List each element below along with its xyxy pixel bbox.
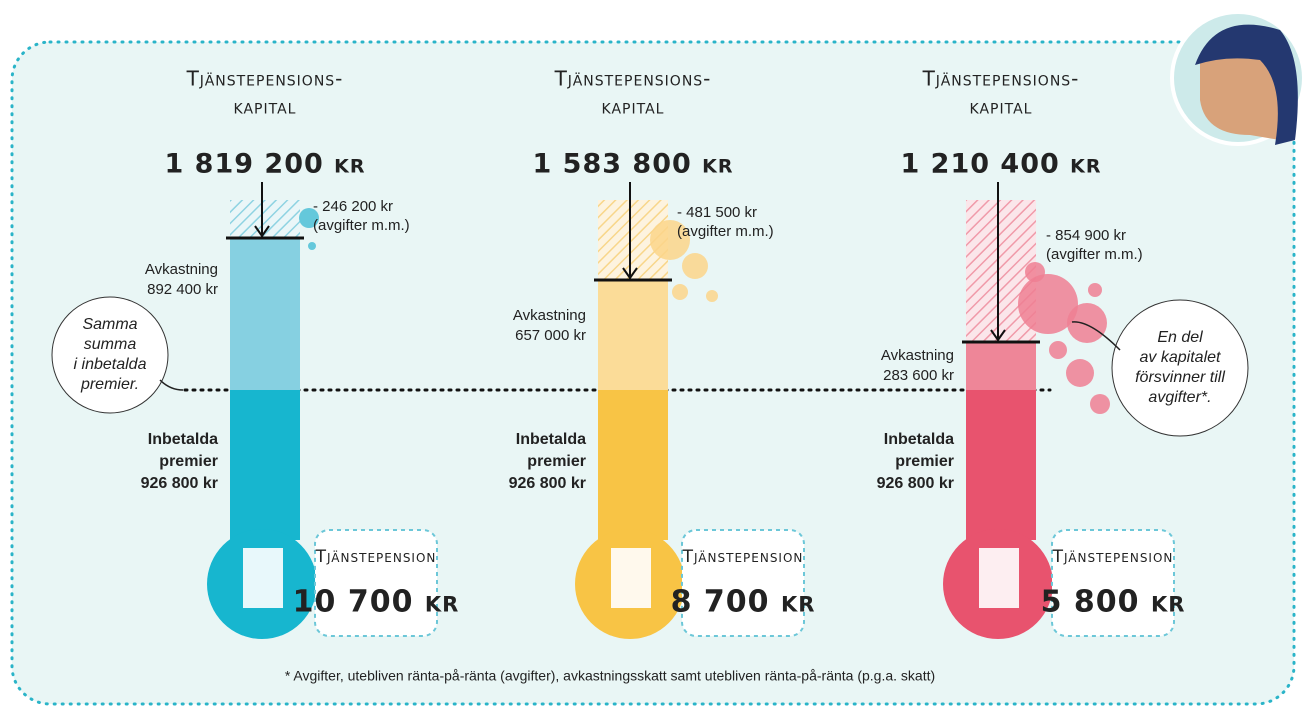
pension-value: 10 700 kr — [293, 585, 460, 620]
footnote: * Avgifter, utebliven ränta-på-ränta (av… — [285, 668, 935, 684]
fees-note: (avgifter m.m.) — [313, 217, 410, 234]
heading: kapital — [970, 95, 1033, 119]
return-label: Avkastning — [881, 347, 954, 364]
callout-text: En del — [1157, 329, 1203, 346]
callout-text: Samma — [82, 316, 137, 333]
return-part — [598, 280, 668, 390]
bubble — [1025, 262, 1045, 282]
paid: premier — [527, 453, 586, 470]
return-value: 283 600 kr — [883, 367, 954, 384]
fees: - 246 200 kr — [313, 198, 393, 215]
return-label: Avkastning — [145, 261, 218, 278]
bubble — [1088, 283, 1102, 297]
bubble — [1049, 341, 1067, 359]
paid: 926 800 kr — [509, 475, 586, 492]
capital: 1 210 400 kr — [900, 149, 1101, 180]
bubble — [1067, 303, 1107, 343]
paid-part — [966, 390, 1036, 540]
paid-part — [230, 390, 300, 540]
callout-text: av kapitalet — [1140, 349, 1221, 366]
pension-label: Tjänstepension — [682, 547, 804, 567]
callout-text: avgifter*. — [1148, 389, 1211, 406]
icon-box — [682, 530, 804, 636]
icon-box — [315, 530, 437, 636]
paid: premier — [159, 453, 218, 470]
paid: 926 800 kr — [877, 475, 954, 492]
bubble — [672, 284, 688, 300]
paid: Inbetalda — [148, 431, 218, 448]
fees-note: (avgifter m.m.) — [1046, 246, 1143, 263]
paid: Inbetalda — [884, 431, 954, 448]
infographic: Tjänstepensions-kapital 1 819 200 kr - 246… — [0, 0, 1308, 711]
capital: 1 583 800 kr — [532, 149, 733, 180]
return-value: 892 400 kr — [147, 281, 218, 298]
callout — [52, 297, 168, 413]
icon-building — [243, 548, 283, 608]
paid: 926 800 kr — [141, 475, 218, 492]
paid-part — [598, 390, 668, 540]
callout — [1112, 300, 1248, 436]
bubble — [1090, 394, 1110, 414]
icon-building — [611, 548, 651, 608]
bubble — [1066, 359, 1094, 387]
fees-note: (avgifter m.m.) — [677, 223, 774, 240]
pension-label: Tjänstepension — [315, 547, 437, 567]
heading: Tjänstepensions- — [922, 67, 1080, 91]
bubble — [682, 253, 708, 279]
bubble — [308, 242, 316, 250]
callout-text: summa — [84, 336, 137, 353]
return-value: 657 000 kr — [515, 327, 586, 344]
heading: Tjänstepensions- — [554, 67, 712, 91]
icon-building — [979, 548, 1019, 608]
callout-text: i inbetalda — [74, 356, 147, 373]
heading: kapital — [234, 95, 297, 119]
paid: premier — [895, 453, 954, 470]
pension-value: 8 700 kr — [671, 585, 816, 620]
return-label: Avkastning — [513, 307, 586, 324]
heading: Tjänstepensions- — [186, 67, 344, 91]
return-part — [230, 238, 300, 390]
callout-text: premier. — [80, 376, 139, 393]
icon-box — [1052, 530, 1174, 636]
callout-text: försvinner till — [1135, 369, 1225, 386]
return-part — [966, 342, 1036, 390]
fees: - 854 900 kr — [1046, 227, 1126, 244]
heading: kapital — [602, 95, 665, 119]
capital: 1 819 200 kr — [164, 149, 365, 180]
pension-label: Tjänstepension — [1052, 547, 1174, 567]
avatar — [1172, 12, 1304, 145]
fees: - 481 500 kr — [677, 204, 757, 221]
paid: Inbetalda — [516, 431, 586, 448]
pension-value: 5 800 kr — [1041, 585, 1186, 620]
bubble — [706, 290, 718, 302]
